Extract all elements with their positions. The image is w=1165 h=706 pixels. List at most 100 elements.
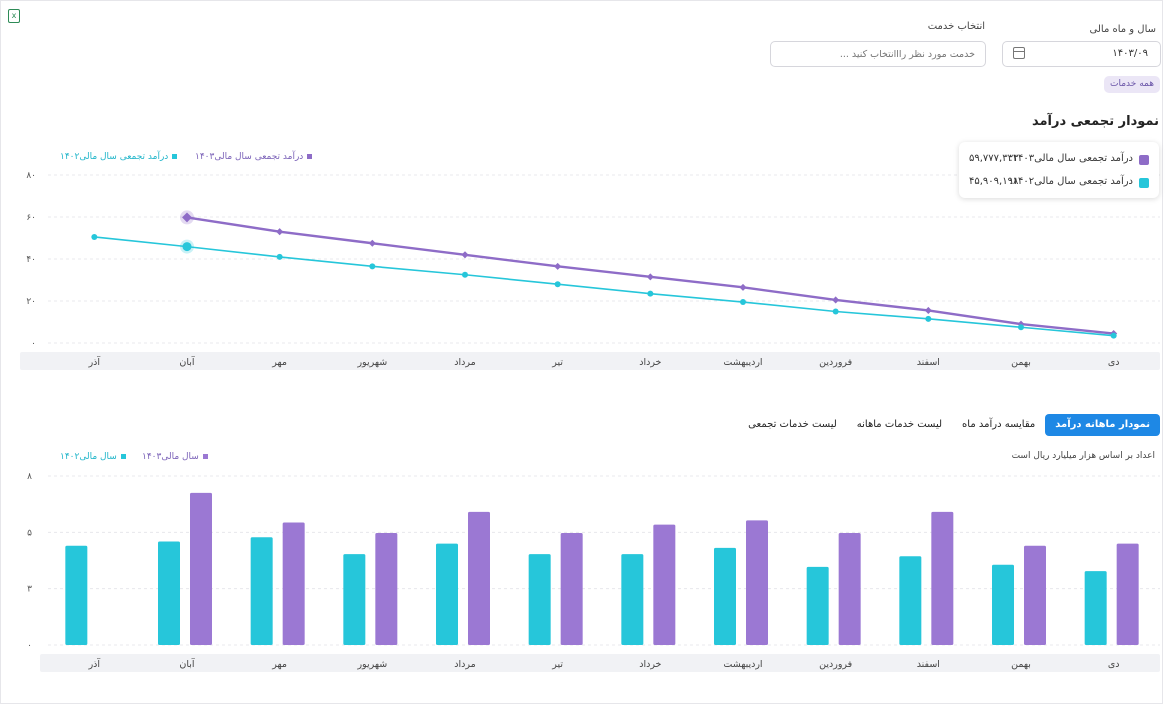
bar-x-axis-band [40, 654, 1160, 672]
tooltip-row-1403: درآمد تجمعی سال مالی۱۴۰۳: ۵۹,۷۷۷,۳۳۳ [969, 152, 1149, 168]
line-x-tick-label: آذر [88, 355, 101, 368]
tab-monthly-income-chart[interactable]: نمودار ماهانه درآمد [1045, 414, 1160, 436]
line-y-tick-label: ۰ [31, 339, 36, 349]
bar-legend-1402-label: سال مالی۱۴۰۲ [60, 452, 117, 462]
bar-1402 [343, 554, 366, 645]
bar-legend-1403[interactable]: سال مالی۱۴۰۳ [142, 452, 208, 462]
legend-1402[interactable]: درآمد تجمعی سال مالی۱۴۰۲ [60, 152, 178, 162]
line-x-tick-label: اسفند [917, 357, 940, 368]
line-series-1 [94, 236, 1114, 337]
bar-legend-1402-marker [120, 454, 126, 459]
line-point-1402 [1110, 332, 1117, 339]
legend-1403-label: درآمد تجمعی سال مالی۱۴۰۳ [195, 152, 304, 162]
bar-1402 [899, 556, 922, 645]
bar-x-tick-label: بهمن [1011, 659, 1031, 670]
bar-1403 [375, 533, 398, 645]
tab-month-comparison[interactable]: مقایسه درآمد ماه [962, 419, 1036, 430]
bar-1403 [1116, 543, 1139, 645]
bar-1403 [468, 511, 490, 645]
chart-tabs: نمودار ماهانه درآمد مقایسه درآمد ماه لیس… [738, 414, 1160, 436]
bar-legend-1403-marker [202, 454, 208, 459]
legend-1402-marker [172, 154, 178, 159]
service-label: انتخاب خدمت [927, 21, 985, 32]
line-x-tick-label: فروردین [819, 357, 852, 368]
line-point-1402 [925, 315, 932, 322]
chart-tooltip: درآمد تجمعی سال مالی۱۴۰۳: ۵۹,۷۷۷,۳۳۳ درآ… [959, 142, 1159, 198]
bar-x-tick-label: مهر [271, 659, 287, 670]
bar-y-tick-label: ۳ [27, 585, 32, 595]
excel-export-icon[interactable]: x [8, 9, 20, 23]
line-point-1402 [369, 263, 376, 270]
tab-monthly-services-list[interactable]: لیست خدمات ماهانه [856, 419, 943, 430]
line-x-tick-label: بهمن [1011, 357, 1031, 368]
tab-cumulative-services-list[interactable]: لیست خدمات تجمعی [748, 419, 837, 430]
tooltip-label-1403: درآمد تجمعی سال مالی۱۴۰۳: [1009, 153, 1133, 164]
calendar-icon[interactable] [1013, 47, 1025, 59]
line-point-1403 [554, 262, 562, 270]
bar-x-tick-label: شهریور [356, 659, 387, 670]
all-services-chip[interactable]: همه خدمات [1104, 76, 1160, 93]
bar-1402 [528, 554, 551, 645]
line-x-tick-label: خرداد [639, 357, 661, 368]
line-hover-point-1402 [182, 242, 192, 252]
year-month-picker[interactable]: ۱۴۰۳/۰۹ [1002, 41, 1161, 67]
line-x-tick-label: مرداد [454, 357, 475, 368]
line-x-tick-label: شهریور [356, 357, 387, 368]
bar-x-tick-label: اسفند [917, 659, 940, 670]
bar-1403 [190, 492, 212, 645]
line-x-axis-band [20, 352, 1160, 370]
bar-x-tick-label: خرداد [639, 659, 661, 670]
bar-1402 [65, 545, 88, 645]
line-y-tick-label: ۴۰ [26, 255, 36, 265]
line-point-1402 [647, 290, 654, 297]
line-x-tick-label: مهر [271, 357, 287, 368]
cumulative-chart-title: نمودار تجمعی درآمد [1031, 114, 1159, 129]
line-y-tick-label: ۸۰ [26, 171, 36, 181]
year-month-label: سال و ماه مالی [1089, 24, 1156, 35]
line-point-1402 [832, 308, 839, 315]
line-y-tick-label: ۲۰ [26, 297, 36, 307]
line-point-1402 [276, 253, 283, 260]
legend-1403[interactable]: درآمد تجمعی سال مالی۱۴۰۳ [195, 152, 313, 162]
line-hover-point-1403 [182, 212, 192, 223]
bar-x-tick-label: فروردین [819, 659, 852, 670]
bar-1403 [1024, 545, 1046, 645]
line-y-tick-label: ۶۰ [26, 213, 36, 223]
line-x-tick-label: دی [1108, 357, 1120, 368]
line-point-1403 [739, 283, 747, 291]
bar-1402 [992, 564, 1014, 645]
bar-x-tick-label: تیر [551, 659, 563, 670]
legend-1402-label: درآمد تجمعی سال مالی۱۴۰۲ [60, 152, 169, 162]
bar-y-tick-label: ۵ [27, 528, 32, 538]
bar-legend-1402[interactable]: سال مالی۱۴۰۲ [60, 452, 126, 462]
bar-1403 [560, 533, 583, 645]
bar-1402 [806, 566, 829, 645]
bar-1403 [746, 520, 768, 645]
line-point-1402 [462, 271, 468, 278]
bar-1402 [436, 543, 458, 645]
bar-1403 [931, 511, 954, 645]
line-point-1403 [924, 306, 932, 314]
bar-y-tick-label: ۰ [27, 641, 32, 651]
line-point-1403 [646, 273, 654, 281]
bar-1402 [714, 547, 736, 645]
units-note: اعداد بر اساس هزار میلیارد ریال است [1011, 451, 1155, 461]
bar-legend-1403-label: سال مالی۱۴۰۳ [142, 452, 199, 462]
line-point-1403 [368, 239, 376, 247]
tooltip-marker-1403 [1139, 155, 1149, 165]
bar-x-tick-label: اردیبهشت [723, 659, 762, 670]
bar-x-tick-label: مرداد [454, 659, 475, 670]
year-month-value: ۱۴۰۳/۰۹ [1112, 48, 1148, 59]
line-point-1403 [832, 296, 840, 304]
bar-y-tick-label: ۸ [27, 472, 32, 482]
service-search-input[interactable] [771, 42, 985, 67]
tooltip-value-1403: ۵۹,۷۷۷,۳۳۳ [969, 153, 1019, 164]
line-point-1402 [91, 233, 98, 240]
service-select[interactable] [770, 41, 986, 67]
legend-1403-marker [307, 154, 313, 159]
bar-x-tick-label: دی [1108, 659, 1120, 670]
bar-x-tick-label: آبان [179, 657, 195, 670]
line-x-tick-label: اردیبهشت [723, 357, 762, 368]
bar-1402 [158, 541, 180, 645]
